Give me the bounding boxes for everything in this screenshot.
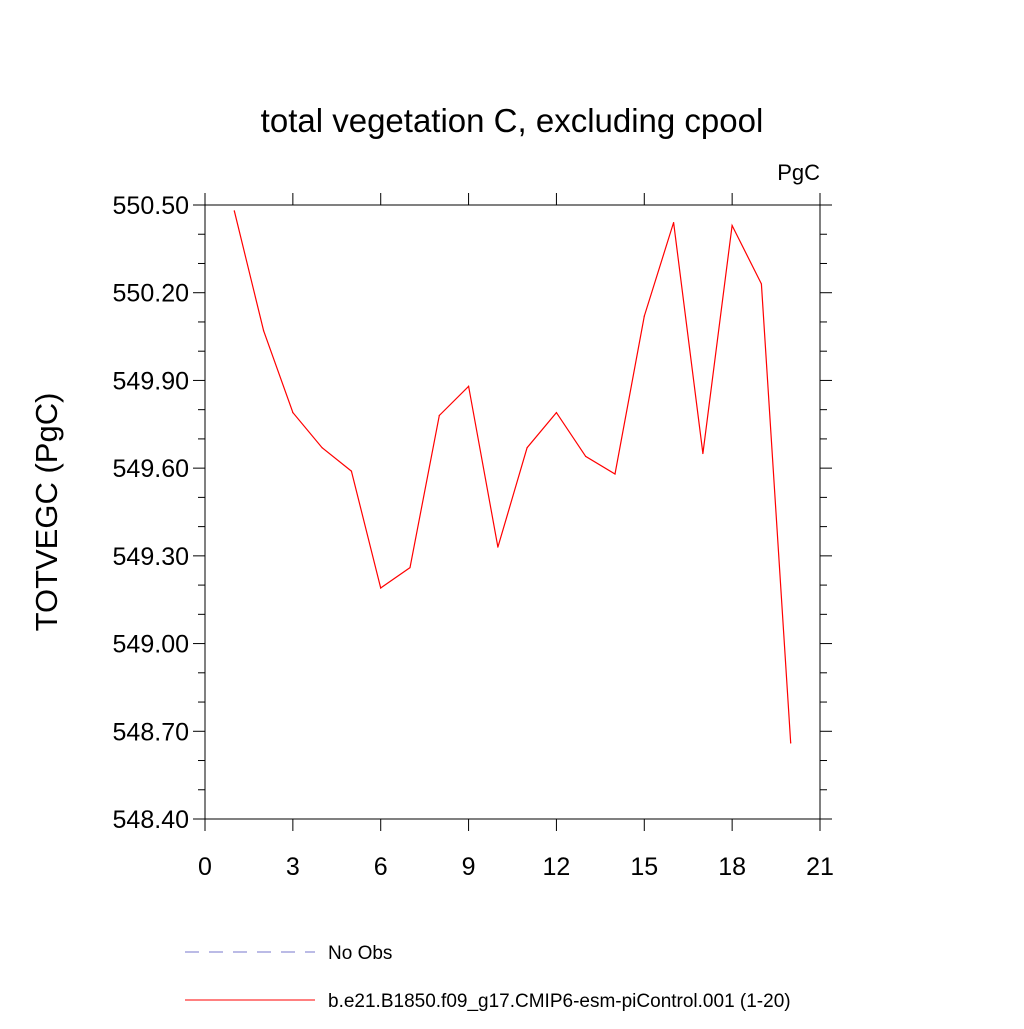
data-point [233, 210, 235, 212]
y-axis: 548.40 548.70 549.00 549.30 549.60 549.90 550.… [113, 192, 832, 834]
x-tick-label: 12 [543, 853, 571, 881]
legend-label: No Obs [328, 943, 392, 964]
series-group [233, 210, 792, 744]
x-tick-label: 21 [806, 853, 834, 881]
series-line [233, 210, 792, 744]
plot-frame [204, 204, 821, 820]
x-axis: 0 3 6 9 12 15 18 21 [198, 193, 834, 881]
data-point [585, 455, 587, 458]
data-point [497, 546, 499, 548]
data-point [643, 315, 645, 317]
y-tick-label: 549.60 [113, 455, 189, 483]
data-point [467, 385, 470, 387]
data-point [731, 224, 733, 227]
y-tick-label: 550.20 [113, 280, 189, 308]
data-point [380, 587, 382, 589]
data-point [672, 221, 675, 224]
y-tick-label: 549.00 [113, 631, 189, 659]
data-point [292, 411, 294, 414]
data-point [321, 447, 323, 449]
y-tick-label: 549.90 [113, 367, 189, 395]
legend-label: b.e21.B1850.f09_g17.CMIP6-esm-piControl.… [328, 991, 791, 1012]
chart-title: total vegetation C, excluding cpool [261, 102, 764, 139]
data-point [790, 742, 792, 744]
x-tick-label: 18 [718, 853, 746, 881]
x-tick-label: 0 [198, 853, 212, 881]
data-point [350, 470, 353, 472]
y-tick-label: 548.40 [113, 806, 189, 834]
data-point [702, 452, 704, 455]
data-point [555, 411, 558, 414]
y-tick-label: 549.30 [113, 543, 189, 571]
data-point [438, 414, 440, 417]
legend: No Obs b.e21.B1850.f09_g17.CMIP6-esm-piCo… [185, 943, 791, 1012]
data-point [614, 473, 616, 475]
x-tick-label: 6 [374, 853, 388, 881]
data-point [262, 330, 265, 332]
y-axis-label: TOTVEGC (PgC) [29, 393, 64, 632]
units-label: PgC [777, 160, 820, 185]
x-tick-label: 9 [462, 853, 476, 881]
x-tick-label: 15 [630, 853, 658, 881]
data-point [409, 566, 411, 569]
y-tick-label: 550.50 [113, 192, 189, 220]
y-tick-label: 548.70 [113, 718, 189, 746]
x-tick-label: 3 [286, 853, 300, 881]
data-point [526, 447, 528, 449]
data-point [760, 283, 763, 285]
